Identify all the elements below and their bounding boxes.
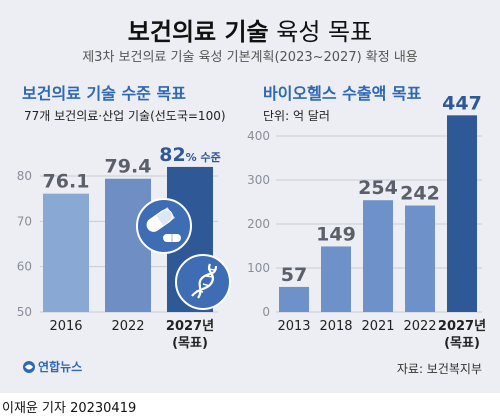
news-agency-logo: 연합뉴스 — [22, 356, 82, 375]
y-tick-label: 400 — [247, 129, 270, 143]
x-tick-sublabel: (목표) — [172, 336, 208, 351]
bar-2021 — [363, 200, 393, 312]
x-tick-label: 2013 — [277, 319, 310, 334]
x-tick-label: 2022 — [403, 319, 436, 334]
page-subtitle: 제3차 보건의료 기술 육성 기본계획(2023~2027) 확정 내용 — [82, 50, 418, 65]
data-label: 57 — [281, 264, 307, 286]
x-tick-label: 2027년 — [438, 319, 486, 334]
infographic-card: 보건의료 기술 육성 목표 제3차 보건의료 기술 육성 기본계획(2023~2… — [0, 0, 500, 393]
credit-line: 이재윤 기자 20230419 — [2, 401, 137, 416]
data-label: 82% 수준 — [159, 144, 221, 166]
y-tick-label: 50 — [17, 305, 32, 319]
y-tick-label: 80 — [17, 169, 32, 183]
tech-level-chart: 50 60 70 80 76.1 2016 79.4 2022 82% 수준 2027년 (목표) — [17, 144, 221, 351]
y-tick-label: 0 — [262, 305, 270, 319]
y-tick-label: 70 — [17, 214, 32, 228]
data-label: 242 — [400, 183, 440, 205]
y-tick-label: 200 — [247, 217, 270, 231]
page-title: 보건의료 기술 육성 목표 — [0, 12, 500, 47]
x-tick-sublabel: (목표) — [444, 336, 480, 351]
data-label: 149 — [316, 223, 356, 245]
data-label: 254 — [358, 177, 398, 199]
source-note: 자료: 보건복지부 — [396, 362, 482, 376]
bar-2027년 — [447, 115, 477, 312]
bar-2022 — [405, 205, 435, 312]
export-chart-title: 바이오헬스 수출액 목표 — [263, 84, 422, 103]
tech-level-chart-title: 보건의료 기술 수준 목표 — [22, 84, 186, 103]
title-bold: 보건의료 기술 — [127, 18, 269, 46]
icons-layer — [136, 198, 231, 310]
bar-2016 — [43, 193, 89, 312]
y-tick-label: 100 — [247, 261, 270, 275]
y-tick-label: 300 — [247, 173, 270, 187]
logo-text: 연합뉴스 — [38, 360, 83, 374]
export-chart: 0 100 200 300 400 57 2013 149 2018 254 2021 242 2022… — [247, 92, 486, 351]
data-label: 76.1 — [43, 171, 90, 193]
dna-icon — [175, 254, 231, 310]
bar-2013 — [279, 286, 309, 312]
x-tick-label: 2021 — [361, 319, 394, 334]
bar-2018 — [321, 246, 351, 312]
globe-icon — [23, 360, 35, 373]
title-rest: 육성 목표 — [276, 18, 373, 46]
data-label: 447 — [442, 92, 482, 114]
data-label: 79.4 — [105, 156, 152, 178]
tech-level-chart-subtitle: 77개 보건의료·산업 기술(선도국=100) — [24, 109, 226, 123]
export-chart-subtitle: 단위: 억 달러 — [263, 109, 330, 123]
y-tick-label: 60 — [17, 260, 32, 274]
capsule-pills-icon — [136, 198, 192, 254]
x-tick-label: 2022 — [111, 319, 144, 334]
bar-2022 — [105, 178, 151, 312]
x-tick-label: 2027년 — [166, 319, 214, 334]
x-tick-label: 2016 — [49, 319, 82, 334]
x-tick-label: 2018 — [319, 319, 352, 334]
